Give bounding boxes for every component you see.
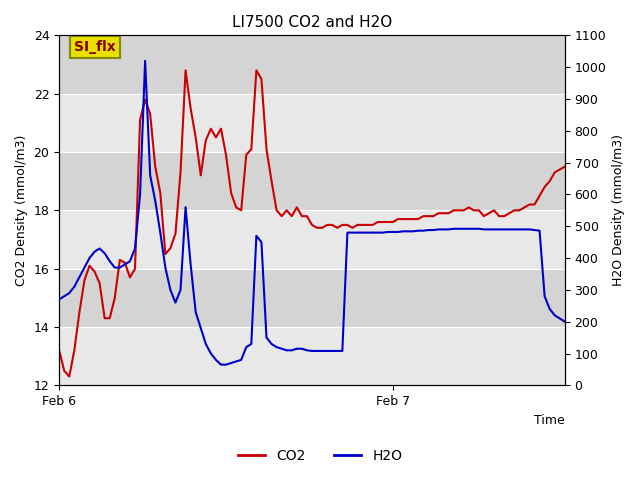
Bar: [59, 327, 565, 385]
Bar: [59, 94, 565, 152]
Bar: [59, 269, 565, 327]
Bar: [59, 36, 565, 94]
Y-axis label: H2O Density (mmol/m3): H2O Density (mmol/m3): [612, 134, 625, 287]
Text: SI_flx: SI_flx: [74, 40, 116, 54]
Legend: CO2, H2O: CO2, H2O: [232, 443, 408, 468]
Bar: [59, 210, 565, 269]
Bar: [59, 152, 565, 210]
X-axis label: Time: Time: [534, 414, 565, 427]
Y-axis label: CO2 Density (mmol/m3): CO2 Density (mmol/m3): [15, 135, 28, 286]
Title: LI7500 CO2 and H2O: LI7500 CO2 and H2O: [232, 15, 392, 30]
